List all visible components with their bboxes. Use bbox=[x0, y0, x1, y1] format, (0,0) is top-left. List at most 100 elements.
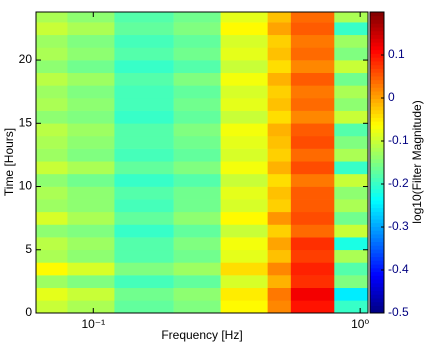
cell bbox=[267, 85, 292, 99]
cell bbox=[334, 110, 369, 124]
cell bbox=[36, 135, 68, 149]
cell bbox=[114, 85, 174, 99]
cell bbox=[290, 47, 335, 61]
cell bbox=[114, 12, 174, 23]
cell bbox=[220, 72, 268, 86]
colorbar-swatch bbox=[370, 38, 384, 43]
colorbar-swatch bbox=[370, 309, 384, 314]
cell bbox=[267, 110, 292, 124]
cell bbox=[267, 22, 292, 36]
cell bbox=[267, 72, 292, 86]
cell bbox=[220, 47, 268, 61]
colorbar-swatch bbox=[370, 42, 384, 47]
cell bbox=[334, 224, 369, 238]
cell bbox=[267, 47, 292, 61]
cell bbox=[334, 262, 369, 276]
cell bbox=[220, 148, 268, 162]
cell bbox=[173, 173, 221, 187]
cell bbox=[67, 98, 115, 111]
cell bbox=[114, 249, 174, 263]
cell bbox=[67, 47, 115, 61]
colorbar-swatch bbox=[370, 237, 384, 243]
colorbar-label: log10(Filter Magnitude) bbox=[410, 100, 424, 223]
cell bbox=[220, 199, 268, 213]
colorbar-swatch bbox=[370, 294, 384, 299]
colorbar-swatch bbox=[370, 75, 384, 81]
colorbar-swatch bbox=[370, 49, 384, 54]
cell bbox=[36, 186, 68, 200]
cell bbox=[173, 34, 221, 48]
cell bbox=[267, 211, 292, 225]
cell bbox=[173, 98, 221, 111]
cell bbox=[220, 262, 268, 276]
colorbar-swatch bbox=[370, 109, 384, 115]
cell bbox=[290, 211, 335, 225]
colorbar-swatch bbox=[370, 200, 384, 205]
cell bbox=[334, 123, 369, 137]
colorbar-tick-label: -0.3 bbox=[388, 219, 409, 233]
cell bbox=[36, 300, 68, 314]
colorbar-swatch bbox=[370, 87, 384, 92]
cell bbox=[267, 123, 292, 137]
cell bbox=[36, 72, 68, 86]
cell bbox=[36, 34, 68, 48]
cell bbox=[267, 161, 292, 175]
cell bbox=[114, 98, 174, 111]
cell bbox=[173, 199, 221, 213]
colorbar-swatch bbox=[370, 60, 384, 66]
cell bbox=[67, 72, 115, 86]
cell bbox=[173, 211, 221, 225]
cell bbox=[290, 262, 335, 276]
colorbar-swatch bbox=[370, 192, 384, 197]
cell bbox=[67, 287, 115, 301]
cell bbox=[173, 237, 221, 251]
colorbar-swatch bbox=[370, 245, 384, 250]
colorbar-swatch bbox=[370, 301, 384, 306]
cell bbox=[290, 148, 335, 162]
colorbar-swatch bbox=[370, 158, 384, 163]
cell bbox=[114, 199, 174, 213]
cell bbox=[290, 249, 335, 263]
colorbar-swatch bbox=[370, 68, 384, 73]
cell bbox=[267, 186, 292, 200]
colorbar-swatch bbox=[370, 94, 384, 100]
colorbar-swatch bbox=[370, 218, 384, 224]
cell bbox=[290, 22, 335, 36]
cell bbox=[334, 148, 369, 162]
cell bbox=[267, 34, 292, 48]
colorbar-swatch bbox=[370, 286, 384, 291]
cell bbox=[67, 199, 115, 213]
cell bbox=[114, 211, 174, 225]
plot-frame bbox=[35, 11, 369, 314]
y-tick-label: 15 bbox=[19, 115, 33, 129]
colorbar-swatch bbox=[370, 143, 384, 148]
colorbar-frame bbox=[369, 11, 385, 314]
cell bbox=[173, 275, 221, 289]
colorbar-tick-label: -0.1 bbox=[388, 133, 409, 147]
cell bbox=[67, 135, 115, 149]
cell bbox=[290, 300, 335, 314]
cell bbox=[334, 60, 369, 74]
colorbar-swatch bbox=[370, 252, 384, 258]
cell bbox=[67, 148, 115, 162]
cell bbox=[114, 34, 174, 48]
cell bbox=[220, 22, 268, 36]
y-tick-label: 0 bbox=[25, 305, 32, 319]
cell bbox=[173, 300, 221, 314]
cell bbox=[290, 186, 335, 200]
cell bbox=[67, 224, 115, 238]
colorbar-swatch bbox=[370, 53, 384, 58]
cell bbox=[173, 72, 221, 86]
cell bbox=[220, 237, 268, 251]
colorbar-swatch bbox=[370, 64, 384, 69]
cell bbox=[173, 287, 221, 301]
cell bbox=[173, 224, 221, 238]
colorbar-swatch bbox=[370, 98, 384, 103]
cell bbox=[267, 237, 292, 251]
cell bbox=[267, 98, 292, 111]
cell bbox=[334, 47, 369, 61]
cell bbox=[290, 34, 335, 48]
cell bbox=[220, 224, 268, 238]
colorbar-swatch bbox=[370, 305, 384, 310]
cell bbox=[36, 161, 68, 175]
